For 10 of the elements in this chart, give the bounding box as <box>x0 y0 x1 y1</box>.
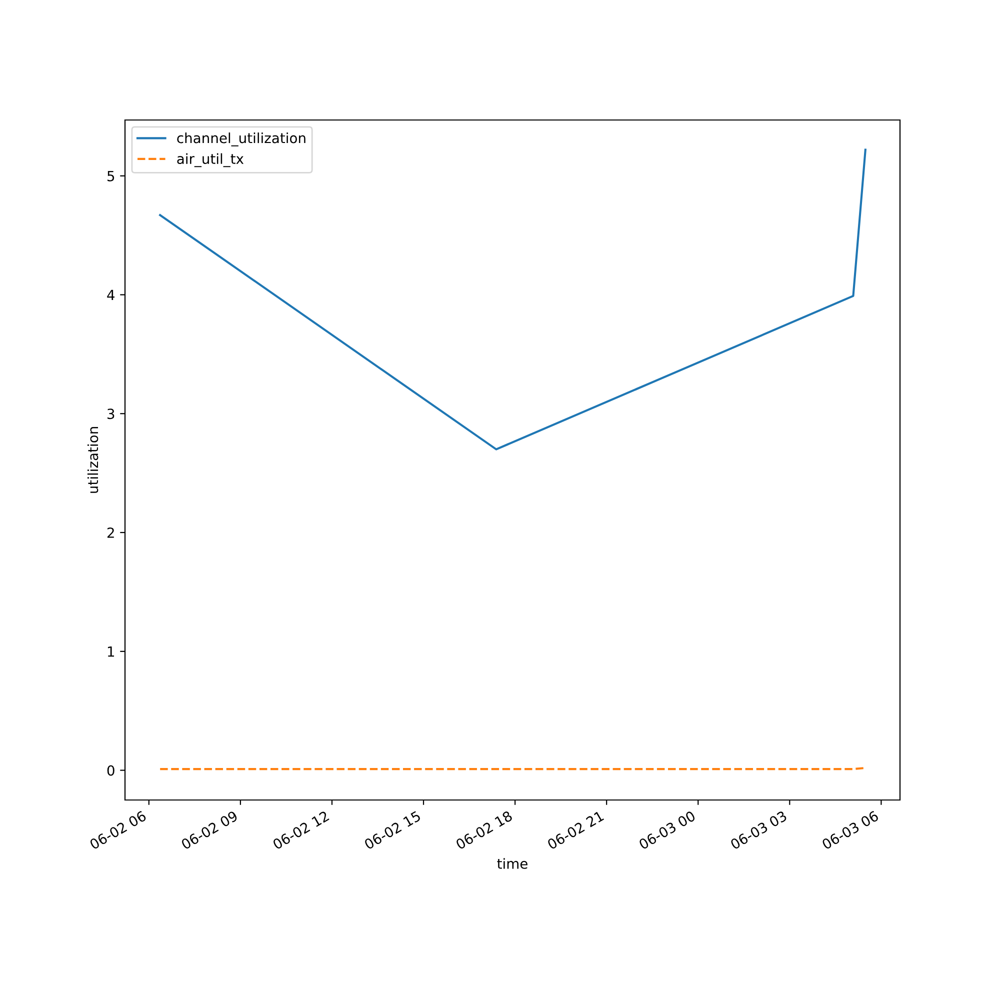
legend-label: air_util_tx <box>177 153 244 168</box>
y-tick-label: 0 <box>107 765 114 776</box>
x-axis-title: time <box>497 858 528 869</box>
y-axis-title: utilization <box>87 427 98 493</box>
y-tick-label: 5 <box>108 171 114 182</box>
y-tick-label: 3 <box>108 408 114 420</box>
y-tick-label: 2 <box>107 527 114 538</box>
y-tick-label: 4 <box>107 290 114 300</box>
legend-label: channel_utilization <box>177 132 306 146</box>
y-tick-label: 1 <box>108 646 114 657</box>
